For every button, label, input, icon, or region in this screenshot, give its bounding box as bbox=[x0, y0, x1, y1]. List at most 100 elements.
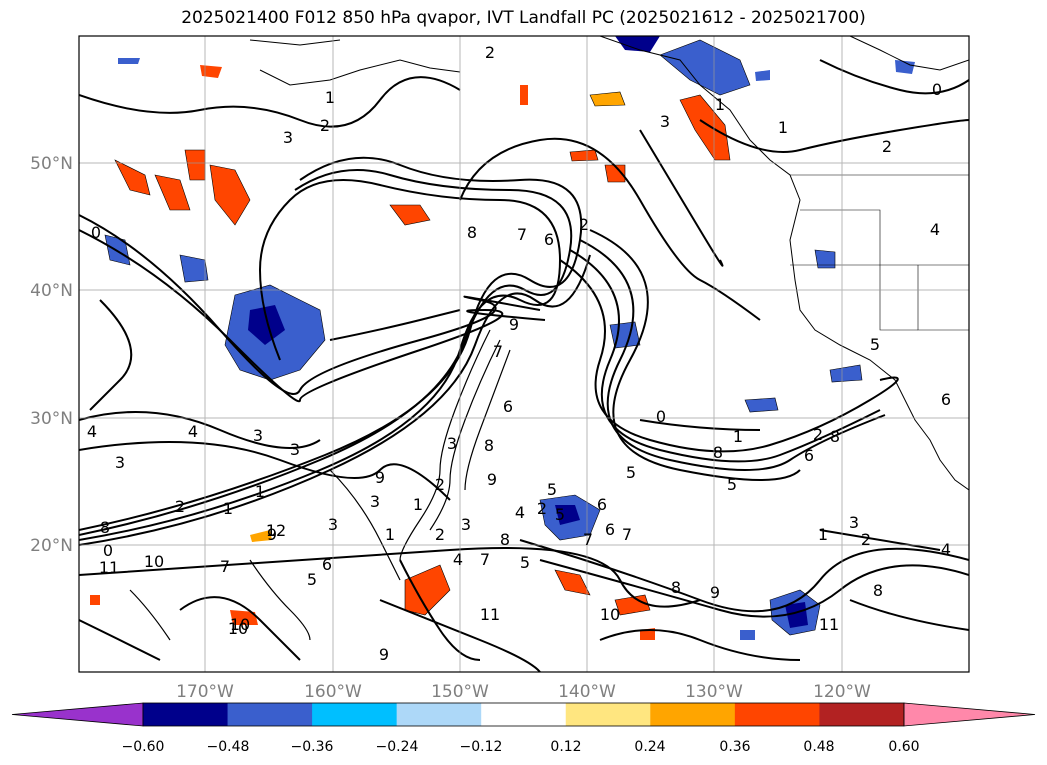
contour-label: 5 bbox=[555, 505, 565, 524]
contour-label: 10 bbox=[600, 605, 620, 624]
contour-label: 3 bbox=[253, 426, 263, 445]
contour-label: 7 bbox=[493, 342, 503, 361]
contour-label: 9 bbox=[710, 583, 720, 602]
lon-label-140w: 140°W bbox=[558, 682, 616, 702]
contour-label: 8 bbox=[467, 223, 477, 242]
colorbar-segment bbox=[481, 703, 567, 726]
contour-label: 11 bbox=[480, 605, 500, 624]
colorbar-tick-label: −0.60 bbox=[122, 739, 165, 755]
contour-label: 8 bbox=[830, 427, 840, 446]
contour-label: 2 bbox=[320, 116, 330, 135]
colorbar-tick-label: 0.60 bbox=[888, 739, 919, 755]
contour-label: 7 bbox=[480, 550, 490, 569]
colorbar-segment bbox=[227, 703, 313, 726]
contour-label: 3 bbox=[370, 492, 380, 511]
colorbar-ticks: −0.60 −0.48 −0.36 −0.24 −0.12 0.12 0.24 … bbox=[122, 739, 920, 755]
contour-label: 6 bbox=[804, 446, 814, 465]
contour-label: 2 bbox=[861, 530, 871, 549]
contour-label: 3 bbox=[461, 515, 471, 534]
contour-label: 3 bbox=[328, 515, 338, 534]
contour-label: 12 bbox=[266, 521, 286, 540]
contour-label: 6 bbox=[322, 555, 332, 574]
colorbar-tick-label: −0.36 bbox=[291, 739, 334, 755]
colorbar-segment bbox=[734, 703, 820, 726]
colorbar-tick-label: −0.24 bbox=[376, 739, 419, 755]
coastlines bbox=[249, 36, 969, 491]
colorbar-tick-label: −0.12 bbox=[460, 739, 503, 755]
contour-label: 10 bbox=[230, 615, 250, 634]
contour-label: 9 bbox=[379, 645, 389, 664]
contour-label: 7 bbox=[517, 225, 527, 244]
colorbar-extend-max bbox=[903, 702, 1036, 727]
contour-label: 6 bbox=[597, 495, 607, 514]
map-frame bbox=[78, 35, 970, 673]
contour-label: 5 bbox=[870, 335, 880, 354]
contour-label: 10 bbox=[144, 552, 164, 571]
colorbar-outline bbox=[142, 702, 905, 727]
contour-label: 6 bbox=[605, 520, 615, 539]
lon-label-170w: 170°W bbox=[176, 682, 234, 702]
map-area bbox=[79, 36, 969, 672]
colorbar-tick-label: 0.48 bbox=[803, 739, 834, 755]
contour-label: 9 bbox=[375, 468, 385, 487]
contour-label: 0 bbox=[932, 80, 942, 99]
lon-labels: 170°W 160°W 150°W 140°W 130°W 120°W bbox=[176, 682, 871, 702]
contour-label: 3 bbox=[290, 440, 300, 459]
contour-label: 9 bbox=[267, 525, 277, 544]
contour-label: 5 bbox=[307, 570, 317, 589]
contour-label: 4 bbox=[930, 220, 940, 239]
contour-label: 4 bbox=[515, 503, 525, 522]
contour-label: 3 bbox=[660, 112, 670, 131]
contour-label: 2 bbox=[485, 43, 495, 62]
colorbar-tick-label: −0.48 bbox=[207, 739, 250, 755]
colorbar bbox=[11, 702, 1036, 727]
contour-label: 5 bbox=[626, 463, 636, 482]
contour-label: 2 bbox=[579, 215, 589, 234]
contour-label: 1 bbox=[325, 88, 335, 107]
contour-label: 0 bbox=[656, 407, 666, 426]
colorbar-segment bbox=[396, 703, 482, 726]
contour-label: 8 bbox=[713, 443, 723, 462]
contour-label: 4 bbox=[188, 422, 198, 441]
contour-label: 0 bbox=[91, 223, 101, 242]
contour-label: 7 bbox=[220, 557, 230, 576]
contour-label: 1 bbox=[255, 482, 265, 501]
contour-label: 4 bbox=[87, 422, 97, 441]
contour-label: 2 bbox=[882, 137, 892, 156]
lat-labels: 50°N 40°N 30°N 20°N bbox=[30, 154, 73, 556]
contour-label: 10 bbox=[228, 619, 248, 638]
contour-label: 6 bbox=[941, 390, 951, 409]
contour-label: 8 bbox=[671, 578, 681, 597]
contour-label: 2 bbox=[537, 499, 547, 518]
colorbar-segment bbox=[312, 703, 398, 726]
lat-label-50n: 50°N bbox=[30, 154, 73, 174]
contour-label: 8 bbox=[100, 518, 110, 537]
lon-label-130w: 130°W bbox=[685, 682, 743, 702]
contour-label: 0 bbox=[103, 541, 113, 560]
lat-label-30n: 30°N bbox=[30, 409, 73, 429]
contour-label: 4 bbox=[941, 540, 951, 559]
contour-label: 3 bbox=[849, 513, 859, 532]
contours-thin bbox=[129, 329, 511, 641]
lat-label-40n: 40°N bbox=[30, 281, 73, 301]
contour-label: 3 bbox=[283, 128, 293, 147]
lon-label-120w: 120°W bbox=[813, 682, 871, 702]
contour-label: 1 bbox=[818, 525, 828, 544]
contour-label: 1 bbox=[733, 427, 743, 446]
colorbar-extend-min bbox=[11, 702, 144, 727]
colorbar-tick-label: 0.36 bbox=[719, 739, 750, 755]
contour-label: 1 bbox=[385, 525, 395, 544]
contour-label: 1 bbox=[223, 499, 233, 518]
contour-label: 9 bbox=[487, 470, 497, 489]
contour-label: 8 bbox=[873, 581, 883, 600]
contour-label: 2 bbox=[813, 425, 823, 444]
lon-label-160w: 160°W bbox=[304, 682, 362, 702]
contour-label: 2 bbox=[175, 497, 185, 516]
lat-label-20n: 20°N bbox=[30, 536, 73, 556]
shading-layer bbox=[90, 36, 915, 640]
contour-label: 7 bbox=[622, 525, 632, 544]
contours bbox=[79, 59, 969, 672]
